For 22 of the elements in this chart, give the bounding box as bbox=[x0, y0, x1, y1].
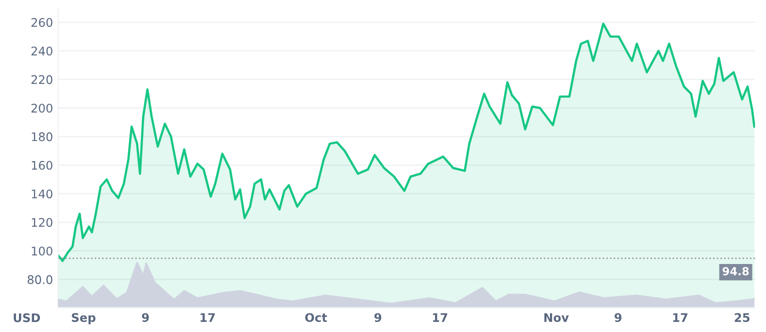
x-tick-label: 17 bbox=[200, 313, 215, 322]
y-tick-label: 120 bbox=[32, 218, 52, 227]
y-tick-label: 100 bbox=[32, 246, 52, 256]
y-tick-label: 260 bbox=[31, 18, 52, 27]
x-tick-label: 9 bbox=[374, 313, 382, 322]
x-tick-label: Sep bbox=[72, 313, 96, 324]
x-tick-label: Nov bbox=[544, 313, 569, 322]
x-tick-label: 9 bbox=[614, 313, 622, 322]
x-tick-label: 9 bbox=[142, 313, 149, 322]
y-tick-label: 180 bbox=[32, 132, 52, 142]
x-tick-label: 25 bbox=[734, 313, 750, 322]
x-tick-label: 17 bbox=[673, 313, 688, 322]
y-tick-label: 140 bbox=[32, 189, 52, 198]
y-tick-label: 80.0 bbox=[28, 275, 52, 284]
y-tick-label: 160 bbox=[32, 160, 52, 170]
y-axis-title: USD bbox=[14, 313, 40, 322]
y-tick-label: 220 bbox=[31, 75, 52, 84]
ref-line-label: 94.8 bbox=[722, 266, 749, 276]
x-tick-label: 17 bbox=[433, 313, 448, 322]
x-tick-label: Oct bbox=[305, 313, 328, 322]
y-tick-label: 240 bbox=[31, 46, 52, 56]
y-tick-label: 200 bbox=[31, 104, 52, 113]
